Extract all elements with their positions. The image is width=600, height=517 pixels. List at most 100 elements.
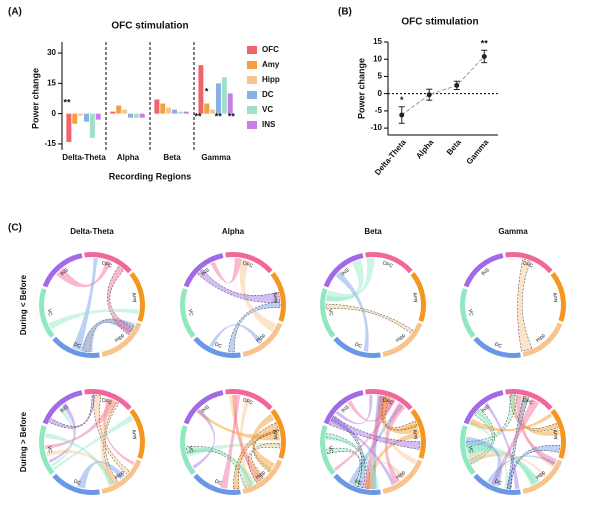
y-tick-label: 0: [52, 109, 57, 118]
node-label: INS: [59, 267, 70, 277]
node-label: INS: [200, 267, 211, 277]
x-tick-label: Delta-Theta: [62, 153, 106, 162]
node-arc: [320, 425, 336, 475]
ribbon: [196, 409, 280, 441]
ribbon: [48, 394, 95, 429]
x-axis-label: Recording Regions: [109, 171, 192, 181]
y-tick-label: -5: [375, 106, 383, 115]
legend-swatch: [247, 106, 257, 114]
node-label: VC: [46, 309, 53, 317]
y-tick-label: -10: [370, 123, 382, 132]
ribbon: [331, 415, 366, 489]
ribbon: [490, 398, 540, 486]
column-title: Alpha: [222, 227, 245, 236]
bar: [177, 111, 183, 114]
column-title: Gamma: [498, 227, 528, 236]
bar: [204, 103, 210, 114]
node-arc: [42, 253, 83, 288]
ribbon: [371, 395, 385, 489]
ribbon: [186, 448, 256, 486]
node-label: DC: [354, 342, 363, 350]
point: [426, 92, 432, 98]
ribbon: [335, 271, 369, 352]
node-arc: [463, 390, 504, 425]
legend-swatch: [247, 121, 257, 129]
node-label: Amy: [411, 429, 419, 440]
bar: [210, 109, 216, 114]
node-label: Amy: [271, 429, 279, 440]
bar: [216, 83, 221, 114]
bar: [160, 103, 166, 114]
node-label: VC: [327, 446, 334, 454]
y-tick-label: -15: [44, 139, 56, 148]
bar: [133, 113, 139, 118]
node-label: Amy: [271, 292, 279, 303]
ribbon: [231, 395, 263, 483]
ribbon: [325, 303, 414, 334]
ribbon: [251, 413, 275, 471]
node-arc: [410, 409, 426, 459]
node-arc: [522, 459, 563, 494]
node-label: OFC: [522, 397, 534, 406]
node-arc: [333, 473, 381, 496]
node-label: DC: [494, 479, 503, 487]
ribbon: [466, 421, 491, 450]
y-tick-label: 15: [47, 78, 56, 87]
ribbon: [506, 444, 561, 490]
bar: [139, 113, 145, 118]
bar: [89, 113, 95, 138]
ribbon: [232, 395, 263, 483]
node-arc: [39, 288, 55, 338]
node-arc: [39, 425, 55, 475]
node-arc: [180, 425, 196, 475]
node-arc: [225, 251, 273, 274]
ribbon: [210, 258, 242, 284]
legend-swatch: [247, 61, 257, 69]
node-label: Amy: [130, 429, 138, 440]
ribbon: [239, 258, 277, 332]
ribbon: [46, 450, 119, 485]
ribbon: [384, 402, 406, 484]
legend-label: Hipp: [262, 75, 280, 84]
x-tick-label: Alpha: [117, 153, 140, 162]
x-tick-label: Beta: [163, 153, 181, 162]
x-tick-label: Gamma: [201, 153, 231, 162]
node-arc: [129, 272, 146, 322]
node-arc: [320, 288, 336, 338]
node-label: Amy: [411, 292, 419, 303]
annotation: **: [215, 111, 223, 121]
node-label: Hipp: [255, 469, 267, 480]
point: [481, 53, 487, 59]
ribbon: [328, 416, 421, 450]
node-label: OFC: [101, 260, 113, 269]
annotation: *: [205, 86, 209, 96]
chart-title: OFC stimulation: [401, 17, 478, 28]
node-arc: [242, 322, 283, 357]
node-label: VC: [46, 446, 53, 454]
node-arc: [183, 253, 224, 288]
ribbon: [507, 395, 530, 490]
x-tick-label: Alpha: [414, 137, 436, 160]
node-arc: [550, 272, 566, 322]
bar: [154, 99, 160, 114]
row-label: During > Before: [19, 411, 28, 472]
bar: [183, 111, 189, 114]
node-label: VC: [187, 309, 194, 317]
node-label: VC: [467, 309, 474, 317]
y-axis-label: Power change: [356, 58, 366, 119]
node-label: Hipp: [535, 469, 547, 480]
bar: [66, 113, 72, 142]
node-label: Hipp: [395, 469, 407, 480]
node-arc: [42, 390, 83, 425]
bar: [95, 113, 101, 120]
chord-diagram: OFC Amy Hipp DC VC INS: [39, 389, 146, 496]
node-arc: [193, 336, 241, 359]
bar: [116, 105, 122, 114]
node-arc: [505, 252, 553, 274]
y-tick-label: 30: [47, 48, 56, 57]
ribbon: [45, 398, 118, 450]
node-arc: [101, 322, 142, 357]
legend-swatch: [247, 91, 257, 99]
ribbon: [326, 435, 380, 489]
node-arc: [460, 288, 476, 338]
